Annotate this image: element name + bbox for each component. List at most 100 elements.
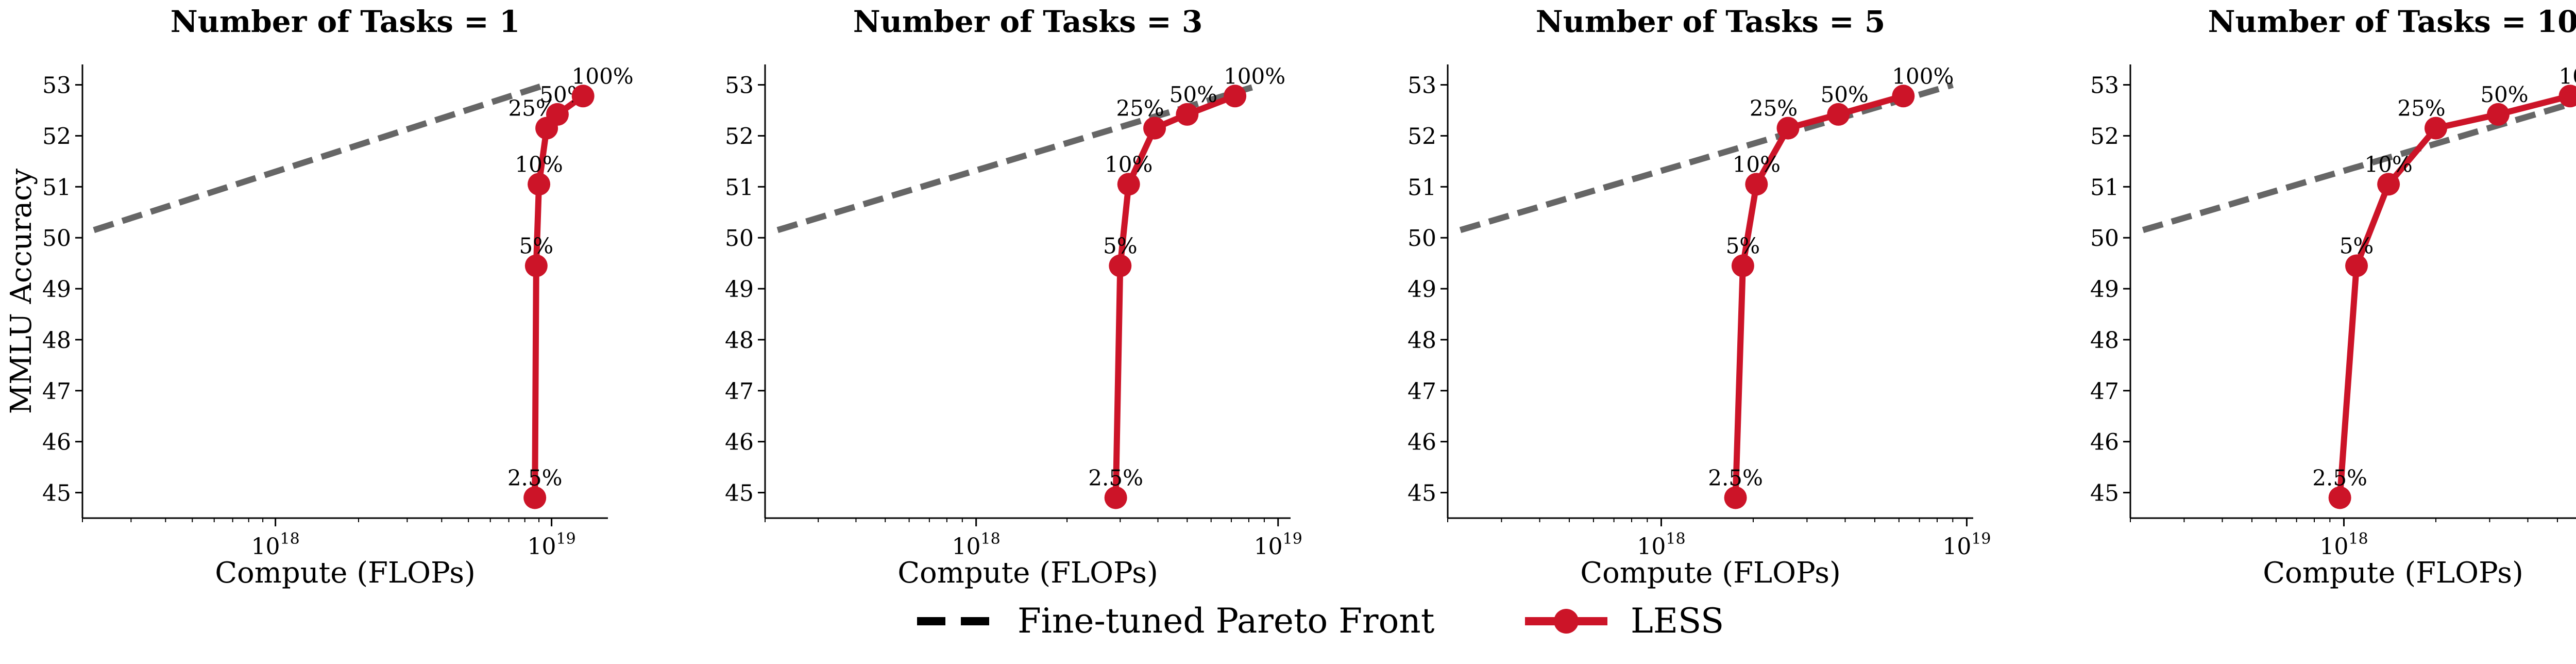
less-point: [2558, 85, 2576, 108]
legend: Fine-tuned Pareto Front LESS: [917, 601, 1724, 641]
y-tick-label: 49: [2090, 276, 2119, 303]
x-tick-base: 10: [1254, 534, 1283, 560]
y-tick-label: 46: [2090, 429, 2119, 456]
x-tick-base: 10: [251, 534, 280, 560]
subplot-title: Number of Tasks = 10: [2208, 4, 2576, 39]
less-point: [1104, 486, 1127, 509]
pareto-front-line: [2142, 99, 2576, 234]
y-tick-label: 53: [2090, 73, 2119, 99]
y-tick-label: 50: [2090, 225, 2119, 252]
x-tick-exponent: 19: [556, 530, 576, 548]
subplot-title: Number of Tasks = 5: [1536, 4, 1886, 39]
y-tick-label: 47: [725, 378, 754, 405]
less-point: [1892, 85, 1915, 108]
legend-label-less: LESS: [1631, 601, 1724, 641]
less-point: [571, 85, 595, 108]
y-tick-label: 53: [42, 73, 71, 99]
data-label: 5%: [1103, 234, 1138, 259]
less-point: [523, 486, 547, 509]
x-axis-label: Compute (FLOPs): [2263, 556, 2523, 590]
pareto-front-line: [1459, 81, 1954, 234]
y-tick-label: 47: [42, 378, 71, 405]
y-tick-label: 45: [1408, 480, 1436, 507]
x-tick-exponent: 19: [1971, 530, 1991, 548]
less-point: [2377, 173, 2400, 196]
less-point: [2328, 486, 2351, 509]
subplot-1: Number of Tasks = 1454647484950515253101…: [42, 4, 634, 590]
legend-marker: [1554, 609, 1579, 634]
data-label: 5%: [519, 234, 554, 259]
data-label: 50%: [1170, 82, 1217, 107]
data-label: 25%: [1750, 96, 1798, 121]
x-tick-exponent: 18: [981, 530, 1001, 548]
subplot-title: Number of Tasks = 3: [853, 4, 1203, 39]
y-tick-label: 50: [725, 225, 754, 252]
x-axis-label: Compute (FLOPs): [215, 556, 476, 590]
x-tick-base: 10: [528, 534, 556, 560]
data-label: 2.5%: [1088, 465, 1143, 490]
y-tick-label: 48: [42, 327, 71, 354]
data-label: 50%: [2480, 82, 2528, 107]
less-point: [1143, 117, 1166, 140]
x-tick-base: 10: [952, 534, 981, 560]
x-tick-label: 1018: [251, 530, 300, 560]
data-label: 10%: [515, 152, 563, 177]
subplot-title: Number of Tasks = 1: [171, 4, 520, 39]
data-label: 5%: [1726, 234, 1760, 259]
y-tick-label: 52: [42, 123, 71, 150]
less-point: [1176, 103, 1199, 126]
data-label: 100%: [1892, 63, 1954, 89]
data-label: 100%: [1224, 63, 1285, 89]
data-label: 2.5%: [2312, 465, 2367, 490]
less-point: [528, 173, 551, 196]
y-tick-label: 53: [1408, 73, 1436, 99]
less-point: [546, 103, 569, 126]
data-label: 100%: [572, 63, 634, 89]
x-tick-label: 1018: [1637, 530, 1685, 560]
less-point: [2345, 254, 2368, 277]
y-tick-label: 52: [725, 123, 754, 150]
less-point: [1224, 85, 1247, 108]
x-tick-label: 1019: [528, 530, 576, 560]
less-point: [1724, 486, 1747, 509]
y-tick-label: 53: [725, 73, 754, 99]
data-label: 5%: [2340, 234, 2374, 259]
x-tick-exponent: 18: [2348, 530, 2368, 548]
x-tick-label: 1019: [1942, 530, 1991, 560]
less-point: [1745, 173, 1768, 196]
legend-label-pareto: Fine-tuned Pareto Front: [1018, 601, 1434, 641]
data-label: 25%: [1116, 96, 1164, 121]
x-tick-label: 1018: [2319, 530, 2368, 560]
y-tick-label: 46: [1408, 429, 1436, 456]
y-tick-label: 49: [42, 276, 71, 303]
y-tick-label: 48: [725, 327, 754, 354]
y-tick-label: 51: [2090, 174, 2119, 201]
y-tick-label: 45: [2090, 480, 2119, 507]
less-point: [1827, 103, 1850, 126]
less-line: [2336, 93, 2571, 498]
pareto-front-line: [776, 84, 1253, 234]
less-point: [524, 254, 548, 277]
less-point: [1109, 254, 1132, 277]
y-tick-label: 50: [42, 225, 71, 252]
subplot-3: Number of Tasks = 5454647484950515253101…: [1408, 4, 1991, 590]
y-tick-label: 52: [2090, 123, 2119, 150]
x-tick-exponent: 18: [280, 530, 300, 548]
data-label: 100%: [2558, 63, 2576, 89]
pareto-front-line: [93, 81, 547, 234]
y-tick-label: 51: [42, 174, 71, 201]
x-tick-exponent: 18: [1666, 530, 1685, 548]
y-tick-label: 48: [1408, 327, 1436, 354]
y-tick-label: 47: [2090, 378, 2119, 405]
y-tick-label: 51: [1408, 174, 1436, 201]
x-axis-label: Compute (FLOPs): [1580, 556, 1841, 590]
x-tick-base: 10: [1637, 534, 1666, 560]
subplot-4: Number of Tasks = 10 45 46 47 48 49 50 51 52 53 10…: [2090, 4, 2576, 590]
y-tick-label: 49: [725, 276, 754, 303]
less-point: [2487, 103, 2510, 126]
data-label: 10%: [1733, 152, 1781, 177]
data-label: 2.5%: [507, 465, 563, 490]
y-tick-label: 46: [725, 429, 754, 456]
y-tick-label: 47: [1408, 378, 1436, 405]
y-tick-label: 52: [1408, 123, 1436, 150]
